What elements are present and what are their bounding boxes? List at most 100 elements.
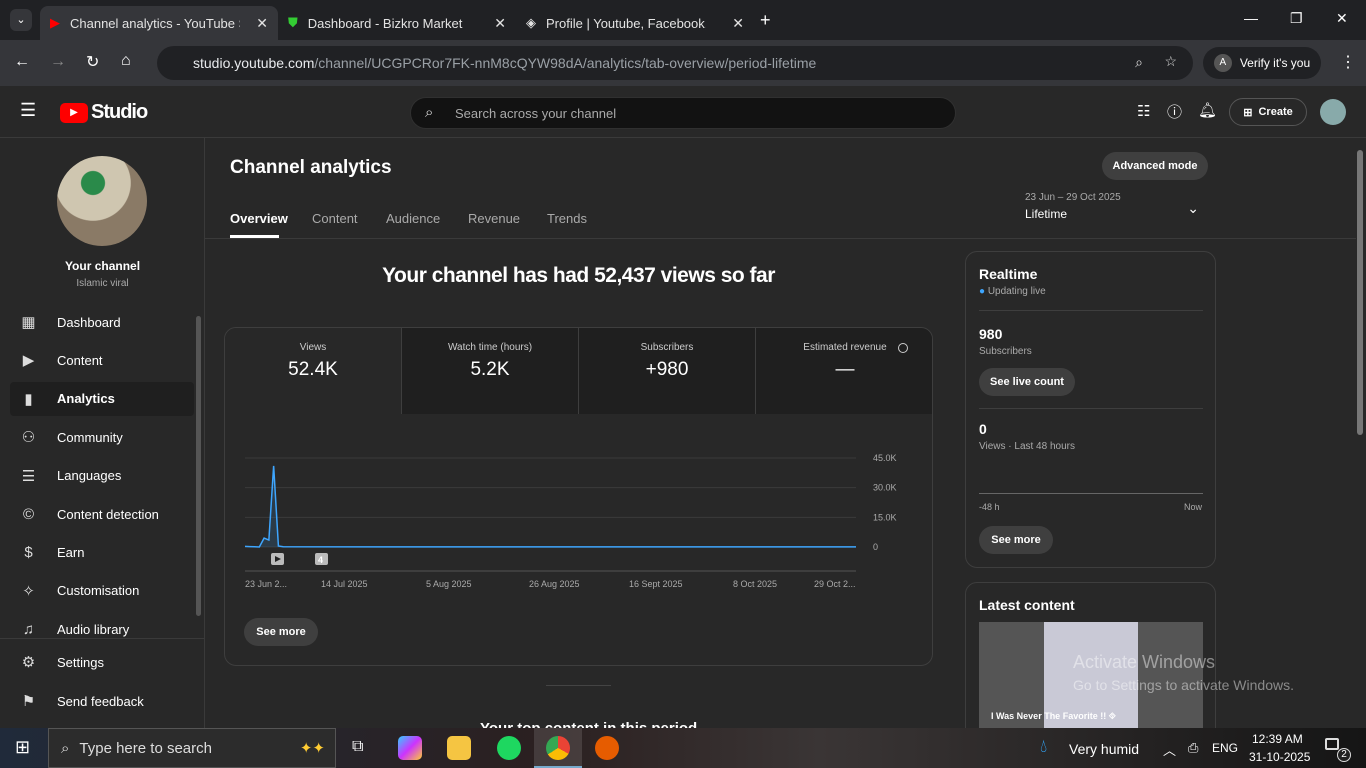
tab-audience[interactable]: Audience: [386, 211, 441, 226]
sidebar-item-analytics[interactable]: ▮ Analytics: [10, 381, 194, 416]
sidebar-item-settings[interactable]: ⚙ Settings: [21, 654, 104, 671]
sidebar-item-content[interactable]: ▶ Content: [10, 343, 194, 377]
menu-icon[interactable]: ⋮: [1340, 54, 1356, 71]
views-chart[interactable]: 45.0K 30.0K 15.0K 0 4 23 Jun 2... 14 Jul 2025 5…: [225, 428, 933, 598]
subtitles-add-icon[interactable]: ☷: [1137, 103, 1151, 120]
weather-text[interactable]: Very humid: [1069, 741, 1140, 757]
notifications-icon[interactable]: [1325, 738, 1339, 750]
chrome-taskbar-button[interactable]: [534, 728, 582, 768]
kpi-tab-1[interactable]: Watch time (hours) 5.2K: [402, 328, 579, 414]
minimize-button[interactable]: —: [1244, 10, 1258, 26]
music-icon: ♫: [22, 620, 35, 638]
kpi-value: +980: [645, 359, 689, 380]
headline: Your channel has had 52,437 views so far: [382, 264, 775, 287]
close-icon[interactable]: ✕: [494, 14, 506, 31]
reload-icon[interactable]: ↻: [86, 54, 100, 71]
taskbar-search-input[interactable]: ⌕ Type here to search ✦✦: [48, 728, 336, 768]
language-indicator[interactable]: ENG: [1212, 741, 1239, 755]
hamburger-icon[interactable]: ☰: [20, 100, 37, 120]
spotify-icon[interactable]: [497, 736, 521, 760]
copyright-icon: ©: [22, 505, 35, 523]
channel-avatar[interactable]: [57, 156, 147, 246]
tab-content[interactable]: Content: [312, 211, 358, 226]
tab-search-button[interactable]: ⌄: [10, 9, 32, 31]
close-icon[interactable]: ✕: [732, 14, 744, 31]
zoom-icon[interactable]: ⌕: [1135, 54, 1143, 70]
advanced-mode-button[interactable]: Advanced mode: [1102, 152, 1208, 180]
x-tick-label: 8 Oct 2025: [733, 579, 777, 589]
channel-name: Islamic viral: [76, 278, 129, 289]
chevron-up-icon[interactable]: ︿: [1163, 743, 1177, 758]
video-thumbnail[interactable]: I Was Never The Favorite !! ⯑: [979, 622, 1203, 732]
divider: [979, 408, 1203, 409]
period-range: 23 Jun – 29 Oct 2025: [1025, 192, 1121, 203]
tab-profile[interactable]: ◈Profile | Youtube, Facebook, Twitter✕: [526, 14, 744, 31]
forward-icon[interactable]: →: [50, 53, 66, 70]
bar-chart-icon: ▮: [24, 390, 33, 408]
x-tick-label: 16 Sept 2025: [629, 579, 683, 589]
sidebar-item-customisation[interactable]: ✧ Customisation: [10, 574, 194, 608]
views-area: [245, 465, 856, 547]
tab-youtube-studio[interactable]: ▶Channel analytics - YouTube Studio✕: [40, 6, 278, 40]
period-selector[interactable]: 23 Jun – 29 Oct 2025 Lifetime ⌄: [1025, 192, 1205, 226]
sidebar-item-dashboard[interactable]: ▦ Dashboard: [21, 314, 121, 331]
sidebar-scrollbar[interactable]: [196, 316, 201, 616]
sidebar: Your channel Islamic viral ▦ Dashboard ▶ Co…: [0, 138, 205, 728]
task-view-icon[interactable]: ⧉: [352, 738, 364, 755]
axis-end: Now: [1183, 502, 1202, 512]
sidebar-item-audio-library[interactable]: ♫ Audio library: [10, 612, 194, 646]
kpi-label: Estimated revenue: [803, 342, 887, 353]
realtime-status: Updating live: [987, 286, 1046, 297]
home-icon[interactable]: ⌂: [121, 52, 131, 69]
latest-content-card: Latest content I Was Never The Favorite …: [965, 582, 1216, 742]
see-live-count-button[interactable]: See live count: [979, 368, 1075, 396]
close-icon[interactable]: ✕: [256, 14, 268, 31]
tab-bizkro[interactable]: ⛊ Dashboard - Bizkro Market ✕: [288, 14, 506, 31]
kpi-tab-0[interactable]: Views 52.4K: [225, 328, 402, 414]
profile-button[interactable]: A Verify it's you: [1203, 47, 1321, 79]
kpi-tab-2[interactable]: Subscribers +980: [579, 328, 756, 414]
star-icon[interactable]: ☆: [1164, 53, 1177, 69]
dollar-icon: $: [24, 543, 33, 561]
kpi-tab-3[interactable]: Estimated revenue —: [756, 328, 932, 414]
url-field[interactable]: studio.youtube.com/channel/UCGPCRor7FK-n…: [157, 46, 1193, 80]
search-input[interactable]: ⌕ Search across your channel: [410, 97, 956, 129]
x-tick-label: 26 Aug 2025: [529, 579, 580, 589]
sidebar-item-send-feedback[interactable]: ⚑ Send feedback: [21, 693, 144, 710]
avatar: A: [1213, 54, 1232, 72]
clock-date[interactable]: 31-10-2025: [1249, 750, 1311, 764]
close-window-button[interactable]: ✕: [1336, 10, 1348, 26]
avatar[interactable]: [1320, 99, 1346, 125]
help-icon[interactable]: ⓘ: [1167, 104, 1183, 121]
sidebar-item-languages[interactable]: ☰ Languages: [21, 467, 122, 485]
copilot-icon[interactable]: [398, 736, 422, 760]
sidebar-item-earn[interactable]: $ Earn: [10, 535, 194, 569]
camera-icon[interactable]: ⎙: [1188, 740, 1199, 755]
realtime-axis: [979, 493, 1203, 494]
kpi-label: Watch time (hours): [447, 342, 533, 353]
back-icon[interactable]: ←: [14, 53, 30, 70]
bell-icon[interactable]: 🔔︎: [1198, 102, 1218, 119]
see-more-button[interactable]: See more: [244, 618, 318, 646]
video-marker-group: [315, 553, 328, 565]
kpi-value: —: [835, 359, 855, 380]
create-button[interactable]: ⊞ Create: [1229, 98, 1307, 126]
tab-revenue[interactable]: Revenue: [468, 211, 521, 226]
address-bar-row: ← → ↻ ⌂ studio.youtube.com/channel/UCGPC…: [0, 40, 1366, 86]
studio-logo[interactable]: ▶ Studio: [60, 101, 148, 124]
tab-trends[interactable]: Trends: [547, 211, 587, 226]
fl-studio-icon[interactable]: [595, 736, 619, 760]
sidebar-item-content-detection[interactable]: © Content detection: [10, 497, 194, 531]
file-explorer-icon[interactable]: [447, 736, 471, 760]
maximize-button[interactable]: ❐: [1290, 10, 1303, 26]
activation-watermark-sub: Go to Settings to activate Windows.: [1073, 677, 1294, 693]
tab-overview[interactable]: Overview: [230, 211, 288, 226]
search-icon: ⌕: [61, 739, 70, 757]
new-tab-button[interactable]: +: [760, 10, 771, 30]
clock-time[interactable]: 12:39 AM: [1252, 732, 1303, 746]
sidebar-item-community[interactable]: ⚇ Community: [21, 429, 123, 447]
see-more-button[interactable]: See more: [979, 526, 1053, 554]
windows-start-icon[interactable]: ⊞: [15, 737, 31, 757]
page-scrollbar[interactable]: [1357, 150, 1363, 435]
kpi-value: 52.4K: [288, 359, 338, 380]
